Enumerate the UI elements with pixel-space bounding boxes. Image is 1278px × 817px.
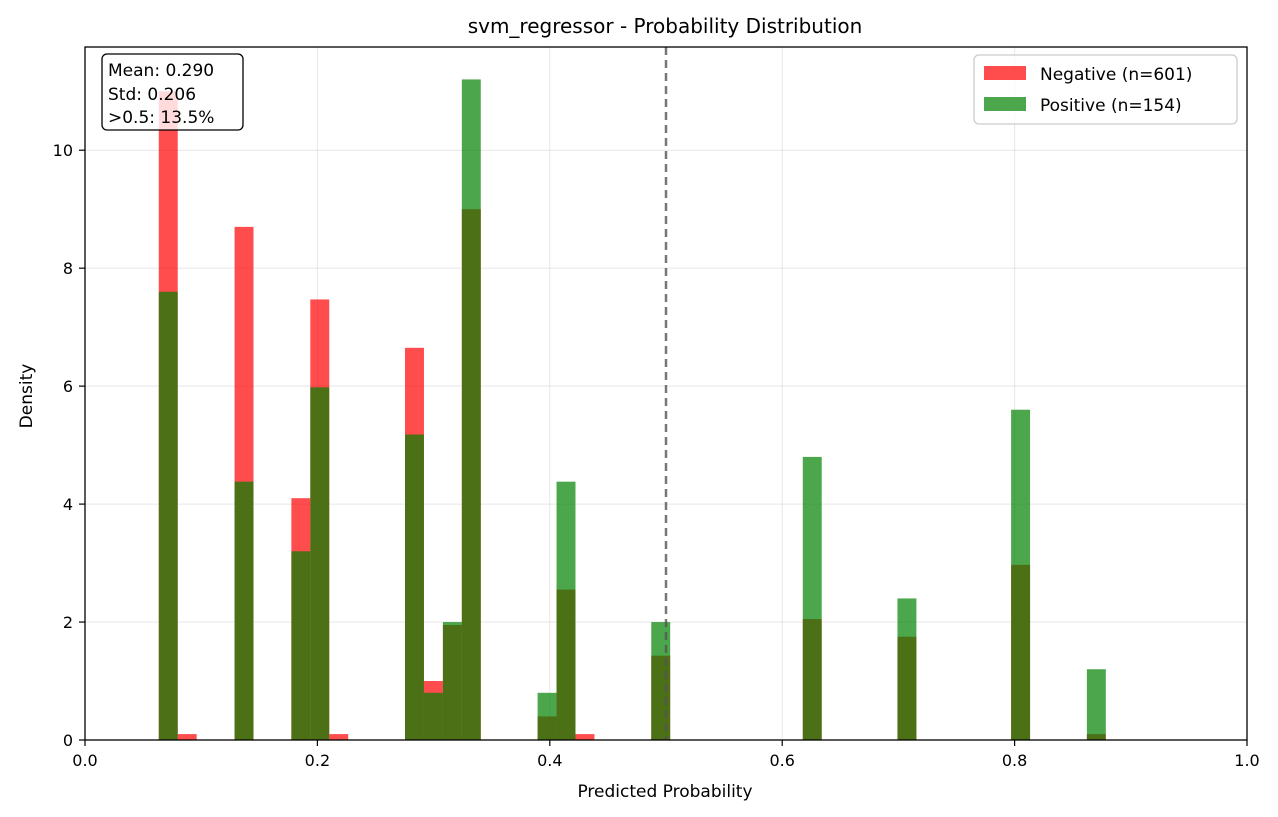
- histogram-bar: [442, 622, 462, 740]
- y-tick-label: 6: [63, 377, 73, 396]
- bars-layer: [158, 79, 1106, 741]
- histogram-bar: [177, 734, 197, 740]
- legend-frame: [973, 54, 1238, 125]
- histogram-bar: [651, 622, 671, 740]
- y-axis-label: Density: [17, 364, 37, 429]
- stats-box-frame: [101, 53, 244, 131]
- histogram-bar: [537, 692, 557, 740]
- stats-box: Mean: 0.290 Std: 0.206 >0.5: 13.5%: [101, 53, 244, 131]
- y-tick-label: 2: [63, 613, 73, 632]
- y-axis-ticks: 0 2 4 6 8 10: [53, 141, 85, 750]
- x-tick-label: 0.2: [305, 751, 330, 770]
- y-tick-label: 8: [63, 259, 73, 278]
- stats-std: Std: 0.206: [108, 85, 196, 105]
- histogram-bar: [1086, 669, 1106, 740]
- plot-frame: [84, 46, 1248, 741]
- y-tick-label: 10: [53, 141, 73, 160]
- histogram-bar: [234, 481, 254, 740]
- stats-above-threshold: >0.5: 13.5%: [108, 108, 214, 128]
- histogram-bar: [310, 387, 330, 740]
- series-1-bars: [158, 79, 1106, 741]
- x-tick-label: 1.0: [1234, 751, 1259, 770]
- x-axis-label: Predicted Probability: [577, 782, 752, 802]
- legend: Negative (n=601) Positive (n=154): [973, 54, 1238, 125]
- legend-swatch-negative: [984, 66, 1026, 80]
- chart-title: svm_regressor - Probability Distribution: [468, 14, 863, 38]
- x-tick-label: 0.6: [769, 751, 794, 770]
- histogram-bar: [575, 734, 595, 740]
- histogram-bar: [158, 291, 178, 740]
- histogram-bar: [897, 598, 917, 740]
- x-axis-ticks: 0.0 0.2 0.4 0.6 0.8 1.0: [72, 740, 1260, 770]
- x-tick-label: 0.8: [1002, 751, 1027, 770]
- histogram-bar: [291, 551, 311, 740]
- x-tick-label: 0.0: [72, 751, 97, 770]
- histogram-bar: [423, 692, 443, 740]
- histogram-bar: [461, 79, 481, 741]
- histogram-bar: [405, 434, 424, 740]
- histogram-bar: [556, 481, 576, 740]
- x-tick-label: 0.4: [537, 751, 562, 770]
- histogram-bar: [1011, 409, 1031, 740]
- y-tick-label: 0: [63, 731, 73, 750]
- histogram-bar: [802, 456, 822, 740]
- legend-label-negative: Negative (n=601): [1040, 65, 1192, 85]
- legend-swatch-positive: [984, 97, 1026, 111]
- stats-mean: Mean: 0.290: [108, 61, 214, 81]
- histogram-bar: [329, 734, 349, 740]
- legend-label-positive: Positive (n=154): [1040, 96, 1182, 116]
- y-tick-label: 4: [63, 495, 73, 514]
